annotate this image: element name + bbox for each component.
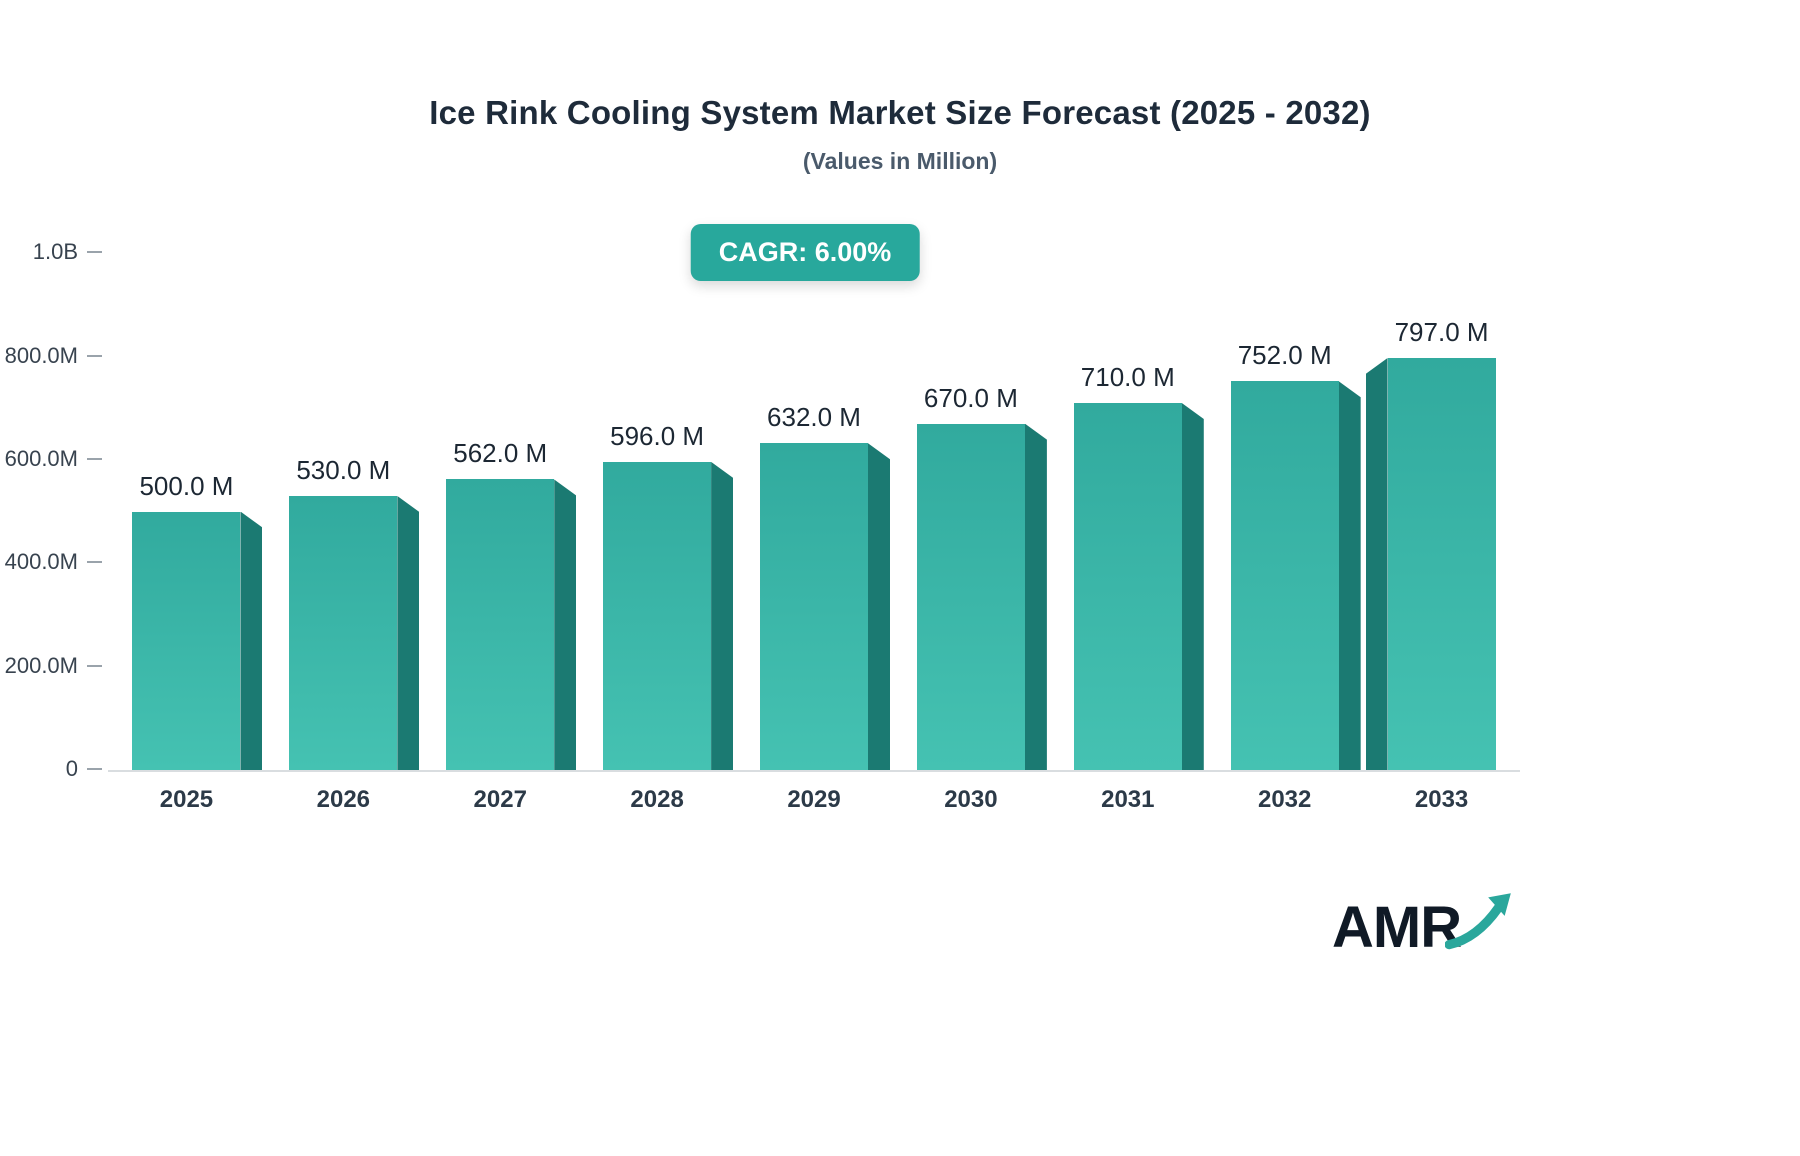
bar-value-label: 530.0 M — [296, 455, 391, 485]
y-axis-tick-mark — [87, 768, 102, 771]
x-axis-label: 2030 — [944, 786, 998, 813]
y-axis-tick: 600.0M — [5, 446, 108, 472]
bar-2029[interactable]: 632.0 M — [760, 402, 890, 770]
amr-logo-text: AMR — [1332, 895, 1462, 960]
y-axis-tick: 1.0B — [33, 239, 108, 265]
y-axis-tick: 400.0M — [5, 549, 108, 575]
bar-2030[interactable]: 670.0 M — [916, 383, 1047, 770]
y-axis-tick-mark — [87, 354, 102, 357]
bar-2032[interactable]: 752.0 M — [1230, 340, 1361, 770]
bar-slot: 500.0 M — [108, 253, 265, 770]
bar-slot: 670.0 M — [892, 253, 1049, 770]
x-axis-labels: 2025 2026 2027 2028 2029 2030 2031 2032 2033 — [108, 786, 1520, 814]
bar-2033[interactable]: 797.0 M — [1365, 317, 1496, 770]
bar-3d-side-face — [1024, 423, 1047, 770]
bar-3d-side-face — [240, 511, 263, 770]
bar-3d-side-face — [1365, 357, 1388, 770]
cagr-badge: CAGR: 6.00% — [690, 224, 920, 281]
bar-slot: 710.0 M — [1049, 253, 1206, 770]
x-axis-label: 2028 — [630, 786, 684, 813]
bar-2025[interactable]: 500.0 M — [132, 471, 263, 770]
growth-arrow-icon — [1444, 891, 1517, 958]
y-axis-tick-mark — [87, 457, 102, 460]
bar-value-label: 500.0 M — [139, 470, 234, 501]
bar-slot: 632.0 M — [736, 253, 893, 770]
chart-subtitle: (Values in Million) — [802, 148, 998, 174]
bar-2026[interactable]: 530.0 M — [289, 455, 420, 770]
bar-value-label: 596.0 M — [610, 420, 705, 451]
bar-value-label: 797.0 M — [1394, 316, 1489, 347]
y-axis-tick: 800.0M — [5, 343, 108, 369]
bar-value-label: 710.0 M — [1080, 361, 1175, 392]
y-axis-tick: 200.0M — [5, 653, 108, 679]
y-axis-tick-label: 400.0M — [4, 549, 78, 575]
y-axis-tick-mark — [87, 664, 102, 667]
bar-2028[interactable]: 596.0 M — [603, 421, 734, 770]
y-axis-tick-mark — [87, 251, 102, 254]
bar-slot: 752.0 M — [1206, 253, 1363, 770]
bar-slot: 596.0 M — [579, 253, 736, 770]
bar-value-label: 670.0 M — [923, 382, 1018, 413]
bar-3d-side-face — [554, 479, 577, 770]
bar-3d-side-face — [1338, 381, 1361, 770]
bar-3d-side-face — [1181, 402, 1204, 770]
bar-2027[interactable]: 562.0 M — [446, 438, 577, 770]
x-axis-label: 2031 — [1101, 786, 1155, 813]
y-axis-tick-label: 800.0M — [4, 342, 78, 368]
bar-value-label: 632.0 M — [767, 402, 861, 433]
bar-slot: 562.0 M — [422, 253, 579, 770]
bar-slot: 530.0 M — [265, 253, 422, 770]
bar-value-label: 562.0 M — [453, 438, 548, 469]
y-axis-tick-label: 1.0B — [32, 239, 78, 265]
bar-slot: 797.0 M — [1363, 253, 1520, 770]
x-axis-label: 2026 — [316, 786, 371, 813]
y-axis-tick-mark — [87, 561, 102, 564]
y-axis-tick-label: 0 — [65, 756, 78, 782]
bar-3d-side-face — [711, 461, 734, 770]
bar-value-label: 752.0 M — [1237, 340, 1332, 371]
bar-chart-plot-area: 1.0B 800.0M 600.0M 400.0M 200.0M 0 500.0 M 530.… — [5, 239, 1520, 781]
x-axis-label: 2025 — [159, 786, 214, 813]
x-axis-label: 2033 — [1414, 786, 1469, 813]
bar-3d-side-face — [397, 496, 420, 770]
x-axis-label: 2032 — [1257, 786, 1312, 813]
amr-logo: AMR — [1332, 891, 1517, 961]
bar-3d-side-face — [868, 443, 890, 770]
chart-title: Ice Rink Cooling System Market Size Fore… — [429, 94, 1371, 131]
y-axis-tick: 0 — [66, 756, 108, 782]
bar-2031[interactable]: 710.0 M — [1073, 362, 1204, 770]
x-axis-label: 2029 — [787, 786, 841, 813]
x-axis-label: 2027 — [473, 786, 527, 813]
y-axis-tick-label: 200.0M — [4, 652, 78, 678]
y-axis-tick-label: 600.0M — [4, 445, 78, 471]
